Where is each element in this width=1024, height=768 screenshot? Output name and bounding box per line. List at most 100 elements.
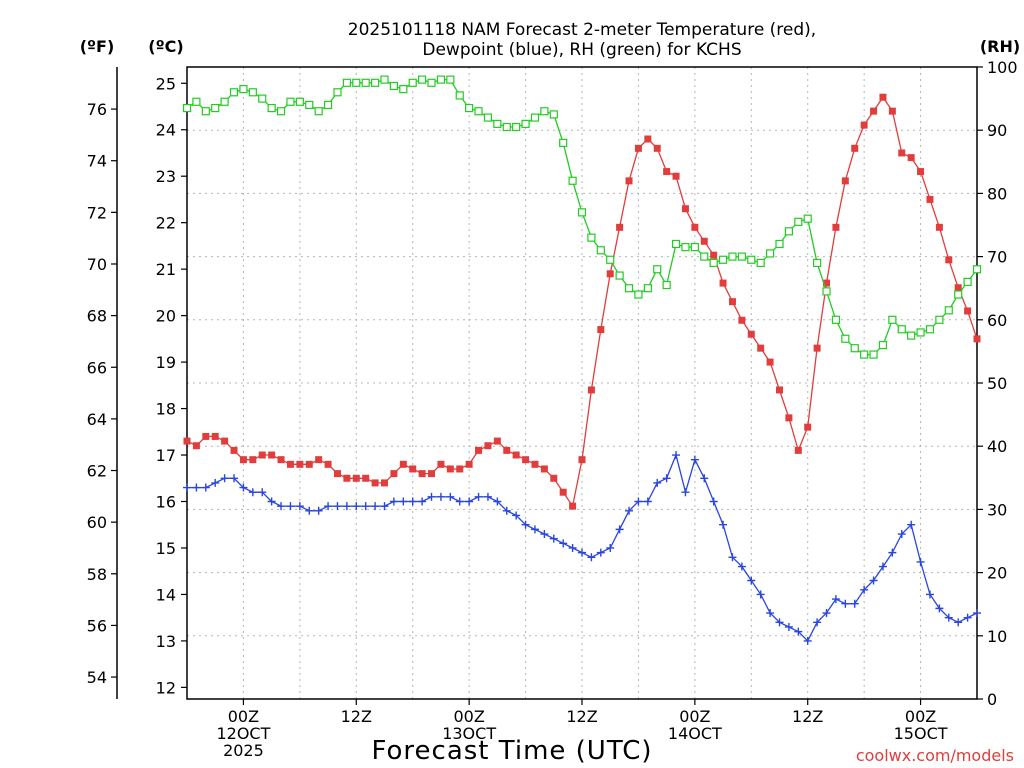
axes: 12 13 14 15 16 17 18 19 20 21 22 23 24 25 54 56 58 60 62 64…	[87, 58, 1018, 709]
fahrenheit-tick-label: 64	[87, 410, 107, 429]
temperature-point	[644, 135, 652, 143]
temperature-point	[691, 223, 699, 231]
dewpoint-point	[737, 562, 746, 571]
temperature-point	[550, 474, 558, 482]
temperature-point	[239, 456, 247, 464]
temperature-point	[606, 270, 614, 278]
credit-text: coolwx.com/models	[856, 746, 1014, 765]
temperature-point	[917, 168, 925, 176]
rh-point	[229, 88, 239, 97]
dewpoint-point	[831, 595, 840, 604]
dewpoint-point	[841, 599, 850, 608]
temperature-point	[747, 330, 755, 338]
celsius-axis-unit: (ºC)	[148, 37, 183, 56]
celsius-tick-label: 21	[156, 260, 176, 279]
dewpoint-point	[258, 488, 267, 497]
dewpoint-point	[916, 557, 925, 566]
rh-point	[794, 217, 803, 226]
temperature-point	[446, 465, 454, 473]
temperature-point	[625, 177, 633, 185]
fahrenheit-tick-label: 74	[87, 152, 107, 171]
dewpoint-point	[361, 502, 370, 511]
rh-point	[728, 252, 737, 261]
dewpoint-point	[634, 497, 643, 506]
temperature-point	[653, 144, 661, 152]
dewpoint-point	[549, 534, 558, 543]
dewpoint-point	[794, 627, 803, 636]
rh-point	[333, 88, 342, 97]
temperature-point	[700, 237, 708, 245]
dewpoint-point	[615, 525, 624, 534]
dewpoint-point	[474, 492, 483, 501]
x-tick-label: 2025	[223, 741, 264, 760]
rh-point	[418, 75, 427, 84]
dewpoint-point	[568, 543, 577, 552]
rh-point	[436, 75, 446, 84]
dewpoint-point	[305, 506, 314, 515]
x-tick-label: 00Z	[905, 707, 936, 726]
rh-point	[182, 103, 192, 113]
rh-point	[643, 284, 652, 293]
dewpoint-point	[277, 502, 286, 511]
temperature-point	[277, 456, 285, 464]
dewpoint-point	[333, 502, 342, 511]
x-tick-label: 13OCT	[442, 724, 496, 743]
temperature-point	[465, 460, 473, 468]
temperature-point	[776, 386, 783, 394]
temperature-point	[710, 251, 718, 259]
temperature-point	[352, 474, 360, 482]
rh-point	[653, 265, 662, 274]
rh-point	[916, 328, 925, 337]
temperature-point	[766, 358, 774, 366]
rh-point	[718, 255, 728, 264]
temperature-point	[258, 451, 266, 459]
dewpoint-point	[888, 548, 897, 557]
dewpoint-point	[643, 497, 652, 506]
temperature-point	[851, 144, 859, 152]
dewpoint-point	[399, 497, 408, 506]
temperature-point	[785, 414, 793, 422]
rh-point	[813, 258, 822, 268]
rh-point	[822, 287, 831, 296]
temperature-point	[728, 298, 736, 306]
dewpoint-point	[267, 497, 276, 506]
rh-point	[380, 75, 389, 84]
dewpoint-point	[728, 553, 737, 562]
rh-point	[342, 78, 351, 87]
rh-point	[295, 97, 304, 106]
rh-point	[596, 246, 605, 255]
dewpoint-point	[483, 492, 492, 501]
rh-point	[530, 113, 540, 122]
fahrenheit-tick-label: 76	[87, 100, 107, 119]
dewpoint-point	[925, 590, 934, 599]
rh-point	[963, 277, 972, 286]
dewpoint-point	[662, 474, 671, 483]
dewpoint-point	[672, 451, 681, 460]
temperature-point	[898, 149, 906, 157]
celsius-tick-label: 13	[156, 632, 176, 651]
dewpoint-point	[530, 525, 539, 534]
x-tick-label: 14OCT	[668, 724, 722, 743]
dewpoint-point	[446, 492, 455, 501]
rh-point	[869, 350, 878, 359]
rh-point	[465, 103, 474, 113]
dewpoint-point	[502, 506, 511, 515]
dewpoint-point	[756, 590, 765, 599]
rh-point	[671, 239, 681, 249]
rh-point	[700, 252, 709, 261]
temperature-point	[794, 446, 802, 454]
temperature-point	[738, 316, 746, 324]
rh-point	[549, 110, 558, 119]
dewpoint-point	[690, 455, 699, 464]
temperature-point	[719, 279, 727, 287]
rh-point	[455, 91, 464, 100]
rh-point	[907, 331, 916, 340]
dewpoint-point	[493, 497, 502, 506]
rh-tick-label: 0	[987, 690, 997, 709]
temperature-point	[428, 470, 436, 478]
x-tick-label: 00Z	[679, 707, 710, 726]
temperature-point	[305, 460, 313, 468]
temperature-point	[870, 107, 878, 115]
fahrenheit-tick-label: 62	[87, 462, 107, 481]
